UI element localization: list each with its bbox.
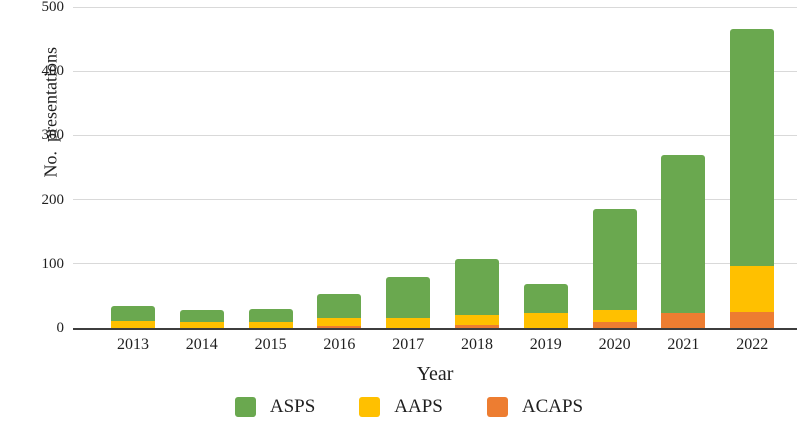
- y-tick-label-100: 100: [41, 255, 65, 272]
- x-tick-label-2021: 2021: [667, 336, 700, 353]
- bar-group-2021: [661, 154, 706, 328]
- bar-segment-aaps-2022: [730, 265, 775, 312]
- x-tick-label-2015: 2015: [254, 336, 287, 353]
- bar-group-2013: [111, 305, 155, 328]
- x-tick-label-2016: 2016: [323, 336, 356, 353]
- x-tick-label-2018: 2018: [461, 336, 493, 353]
- gridline-500: [73, 6, 797, 8]
- bar-segment-aaps-2015: [248, 322, 293, 328]
- bar-segment-asps-2018: [455, 259, 499, 316]
- bar-group-2015: [248, 308, 293, 328]
- bar-segment-aaps-2018: [455, 315, 499, 326]
- bar-segment-asps-2019: [523, 284, 568, 314]
- gridline-300: [73, 134, 797, 136]
- y-tick-label-0: 0: [56, 320, 65, 336]
- legend-swatch-asps: [234, 397, 256, 417]
- legend-label-aaps: AAPS: [394, 396, 443, 417]
- bar-group-2018: [455, 259, 499, 328]
- y-tick-label-200: 200: [41, 191, 65, 208]
- bar-segment-asps-2022: [730, 29, 775, 266]
- bar-segment-aaps-2017: [386, 318, 431, 328]
- bar-segment-asps-2014: [179, 310, 224, 322]
- y-tick-label-400: 400: [41, 63, 65, 80]
- legend-swatch-acaps: [486, 397, 508, 417]
- gridline-400: [73, 70, 797, 72]
- legend-item-aaps: AAPS: [359, 396, 443, 418]
- bar-segment-asps-2017: [386, 276, 431, 319]
- chart-legend: ASPS AAPS ACAPS: [0, 396, 800, 418]
- gridline-100: [73, 263, 797, 265]
- bar-segment-asps-2016: [317, 293, 362, 319]
- x-tick-label-2013: 2013: [117, 336, 149, 353]
- legend-label-acaps: ACAPS: [521, 396, 584, 417]
- y-tick-label-300: 300: [41, 127, 65, 144]
- bar-segment-asps-2020: [592, 209, 637, 311]
- bar-group-2020: [592, 209, 637, 328]
- bar-group-2022: [730, 29, 775, 328]
- bar-segment-aaps-2014: [179, 321, 224, 328]
- bar-segment-acaps-2021: [661, 313, 706, 328]
- x-axis-title: Year: [416, 363, 454, 385]
- bar-group-2017: [386, 276, 431, 328]
- bar-segment-asps-2013: [111, 305, 155, 321]
- legend-label-asps: ASPS: [269, 396, 316, 417]
- bar-group-2014: [179, 310, 224, 328]
- x-tick-label-2020: 2020: [598, 336, 631, 353]
- x-tick-label-2022: 2022: [736, 336, 769, 353]
- x-tick-label-2014: 2014: [185, 336, 218, 353]
- bar-segment-aaps-2016: [317, 318, 362, 327]
- x-tick-label-2017: 2017: [392, 336, 425, 353]
- bar-segment-acaps-2018: [455, 325, 499, 328]
- bar-segment-acaps-2020: [592, 321, 637, 328]
- bar-segment-aaps-2013: [111, 320, 155, 328]
- bar-group-2019: [523, 284, 568, 328]
- plot-area: [73, 6, 797, 330]
- bar-group-2016: [317, 293, 362, 328]
- legend-item-acaps: ACAPS: [486, 396, 584, 418]
- legend-item-asps: ASPS: [234, 396, 316, 418]
- bar-segment-aaps-2019: [523, 313, 568, 328]
- legend-swatch-aaps: [359, 397, 381, 417]
- x-tick-label-2019: 2019: [529, 336, 562, 353]
- y-tick-label-500: 500: [41, 0, 65, 15]
- bar-segment-asps-2021: [661, 154, 706, 314]
- bar-segment-asps-2015: [248, 308, 293, 323]
- bar-segment-acaps-2016: [317, 326, 362, 328]
- gridline-200: [73, 199, 797, 201]
- bar-segment-aaps-2020: [592, 310, 637, 322]
- bar-segment-acaps-2022: [730, 311, 775, 328]
